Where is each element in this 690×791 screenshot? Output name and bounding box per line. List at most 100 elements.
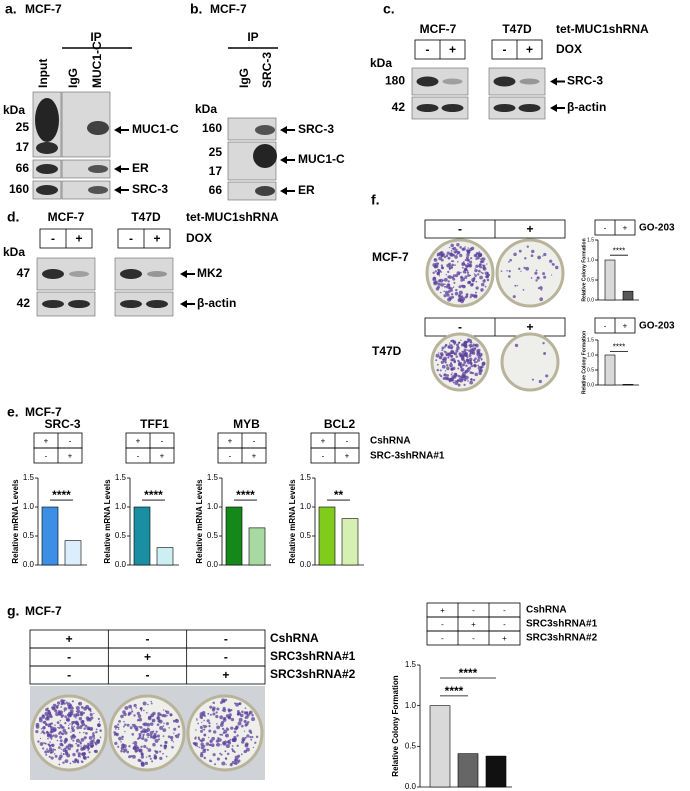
colony	[468, 354, 472, 358]
colony	[520, 270, 522, 272]
colony	[513, 252, 517, 257]
colony	[474, 277, 476, 279]
colony	[162, 725, 165, 727]
colony	[477, 269, 481, 273]
colony	[475, 264, 479, 268]
y-tick-label: 1.0	[207, 502, 219, 511]
colony	[120, 741, 122, 743]
panel-label: g.	[7, 603, 19, 619]
colony	[227, 729, 229, 732]
colony	[95, 728, 98, 731]
colony	[221, 761, 226, 766]
colony	[448, 262, 451, 266]
kda-marker: 160	[9, 182, 29, 196]
colony	[452, 277, 456, 281]
colony	[542, 342, 545, 345]
colony	[216, 757, 220, 761]
construct: tet-MUC1shRNA	[556, 22, 649, 36]
y-tick-label: 0.0	[587, 297, 594, 303]
colony	[61, 701, 65, 705]
colony	[543, 252, 547, 257]
bar	[341, 518, 359, 566]
colony	[212, 712, 216, 716]
colony	[466, 340, 469, 343]
colony	[89, 710, 92, 713]
kda-marker: 180	[385, 74, 405, 88]
colony	[457, 362, 462, 367]
colony	[237, 762, 239, 764]
band	[493, 104, 516, 112]
colony	[447, 280, 450, 283]
band	[69, 271, 89, 277]
colony	[169, 735, 174, 740]
y-tick-label: 0.0	[405, 782, 417, 791]
colony	[486, 273, 490, 277]
panel-label: e.	[7, 404, 19, 420]
construct: tet-MUC1shRNA	[186, 210, 279, 224]
colony	[470, 371, 473, 374]
colony	[71, 760, 74, 763]
colony	[220, 720, 225, 725]
colony	[457, 346, 460, 348]
colony	[79, 725, 83, 730]
colony	[452, 253, 456, 257]
colony	[465, 256, 469, 260]
y-axis-label: Relative mRNA Levels	[195, 479, 204, 564]
colony	[432, 263, 437, 267]
colony	[481, 257, 484, 260]
colony	[480, 288, 484, 292]
colony	[455, 288, 458, 292]
colony	[249, 731, 253, 734]
band	[147, 271, 167, 277]
colony	[43, 742, 45, 744]
colony	[200, 729, 204, 733]
colony	[162, 735, 165, 738]
condition-box	[29, 665, 266, 685]
colony	[65, 749, 68, 752]
colony	[453, 360, 457, 364]
arrow	[280, 156, 295, 164]
colony	[458, 290, 463, 295]
colony	[159, 744, 163, 747]
condition-mark: +	[222, 668, 229, 682]
colony	[58, 726, 61, 730]
colony	[539, 286, 543, 290]
cell-line: T47D	[502, 22, 532, 36]
colony	[235, 725, 239, 729]
colony	[531, 378, 534, 381]
condition-mark: -	[322, 452, 325, 461]
colony	[450, 352, 453, 355]
colony	[440, 264, 443, 267]
arrow	[180, 300, 195, 308]
colony	[458, 378, 461, 380]
colony	[131, 708, 133, 710]
kda-marker: 160	[202, 121, 222, 135]
colony	[85, 732, 88, 735]
colony	[443, 285, 446, 288]
colony	[81, 752, 85, 756]
bar	[248, 527, 266, 566]
colony	[142, 764, 144, 766]
blot	[61, 159, 111, 179]
condition-mark: -	[67, 650, 71, 664]
bar	[64, 540, 82, 566]
colony	[210, 743, 215, 748]
kda-label: kDa	[195, 102, 217, 116]
colony	[236, 734, 239, 737]
colony	[451, 251, 453, 253]
arrow	[550, 104, 565, 112]
colony	[177, 725, 181, 728]
condition-mark: -	[458, 320, 462, 334]
condition-mark: -	[472, 606, 475, 615]
colony	[116, 726, 119, 729]
colony	[524, 257, 527, 260]
colony	[228, 715, 232, 719]
kda-marker: 42	[392, 100, 406, 114]
colony	[216, 723, 218, 725]
colony	[137, 758, 141, 762]
colony	[240, 753, 243, 756]
colony	[163, 722, 165, 724]
colony	[200, 745, 205, 750]
colony	[206, 748, 209, 752]
colony	[138, 717, 143, 722]
